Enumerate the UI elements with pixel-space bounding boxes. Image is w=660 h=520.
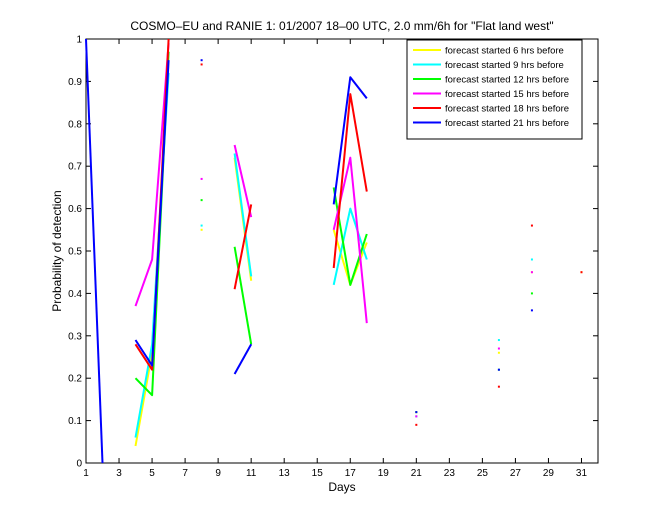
- x-axis: 1 3 5 7 9 11 13 15 17 19 21 23 25 27 29 31: [83, 39, 587, 479]
- series-layer: [85, 38, 583, 464]
- x-tick-label: 29: [543, 468, 555, 479]
- x-tick-label: 17: [345, 468, 357, 479]
- x-tick-label: 25: [477, 468, 489, 479]
- legend-label: forecast started 15 hrs before: [445, 89, 569, 100]
- y-tick-label: 0.1: [68, 416, 82, 427]
- series-line: [332, 207, 368, 286]
- x-tick-label: 11: [246, 468, 257, 479]
- y-tick-label: 0.2: [68, 374, 82, 385]
- y-tick-label: 1: [76, 35, 82, 46]
- x-tick-label: 19: [378, 468, 390, 479]
- legend-label: forecast started 9 hrs before: [445, 60, 564, 71]
- series-line: [233, 144, 253, 218]
- y-tick-label: 0.5: [68, 247, 82, 258]
- chart-title: COSMO–EU and RANIE 1: 01/2007 18–00 UTC,…: [130, 19, 553, 33]
- x-axis-label: Days: [328, 480, 355, 494]
- y-axis: 0 0.1 0.2 0.3 0.4 0.5 0.6 0.7 0.8 0.9 1: [68, 35, 598, 470]
- legend-label: forecast started 6 hrs before: [445, 46, 564, 57]
- x-tick-label: 13: [279, 468, 291, 479]
- y-tick-label: 0.9: [68, 77, 82, 88]
- x-tick-label: 15: [312, 468, 324, 479]
- x-tick-label: 31: [576, 468, 588, 479]
- x-tick-label: 21: [411, 468, 423, 479]
- series-line: [233, 204, 253, 290]
- x-tick-label: 5: [149, 468, 155, 479]
- x-tick-label: 7: [182, 468, 188, 479]
- series-line: [233, 343, 253, 375]
- x-tick-label: 3: [116, 468, 122, 479]
- legend-label: forecast started 18 hrs before: [445, 104, 569, 115]
- x-tick-label: 27: [510, 468, 522, 479]
- y-tick-label: 0.8: [68, 119, 82, 130]
- y-tick-label: 0.3: [68, 331, 82, 342]
- series-line: [134, 60, 170, 367]
- y-tick-label: 0: [76, 459, 82, 470]
- series-line: [332, 76, 368, 205]
- series-line: [233, 153, 253, 277]
- x-tick-label: 23: [444, 468, 456, 479]
- y-tick-label: 0.7: [68, 162, 82, 173]
- series-4: [134, 43, 533, 418]
- series-line: [134, 43, 170, 307]
- y-tick-label: 0.4: [68, 289, 82, 300]
- legend-label: forecast started 21 hrs before: [445, 118, 569, 129]
- series-line: [332, 93, 368, 269]
- y-axis-label: Probability of detection: [50, 190, 64, 311]
- x-tick-label: 1: [83, 468, 89, 479]
- x-tick-label: 9: [215, 468, 221, 479]
- legend: forecast started 6 hrs before forecast st…: [406, 39, 583, 140]
- legend-label: forecast started 12 hrs before: [445, 75, 569, 86]
- series-line: [233, 246, 253, 345]
- series-line: [85, 38, 104, 464]
- series-6: [85, 38, 533, 464]
- y-tick-label: 0.6: [68, 204, 82, 215]
